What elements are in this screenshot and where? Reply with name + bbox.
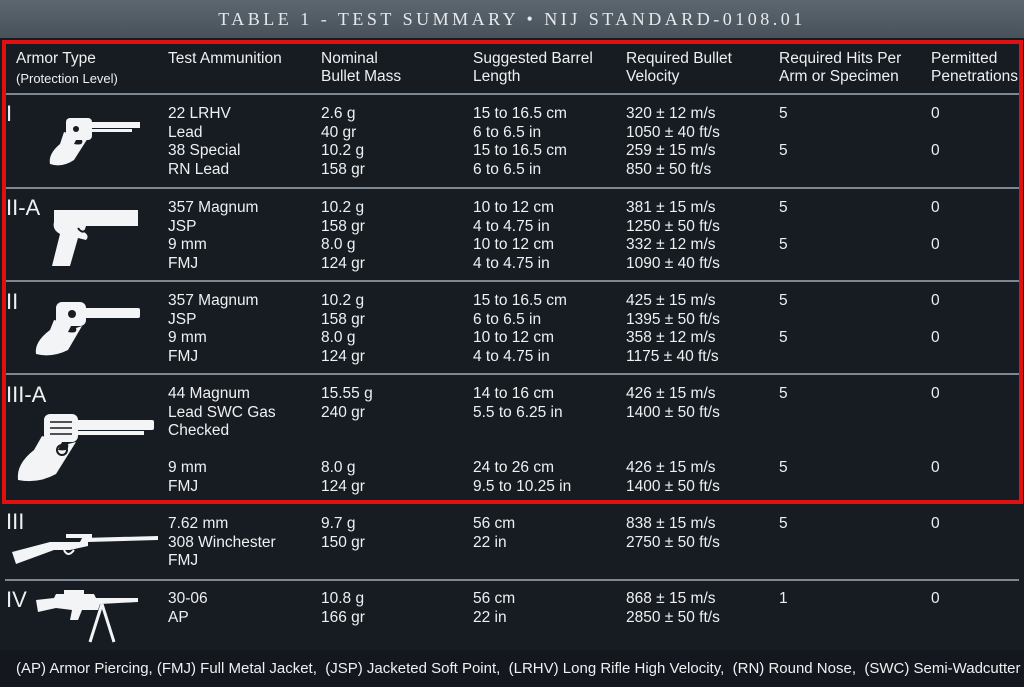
penetrations-cell: 0 [931,515,940,532]
ammo-cell: 357 Magnum JSP 9 mm FMJ [168,292,259,365]
rifle-icon [12,534,158,564]
barrel-cell: 15 to 16.5 cm 6 to 6.5 in 10 to 12 cm 4 … [473,292,567,365]
protection-level: IV [6,587,27,612]
velocity-cell: 426 ± 15 m/s 1400 ± 50 ft/s 426 ± 15 m/s… [626,385,720,495]
barrel-cell: 14 to 16 cm 5.5 to 6.25 in 24 to 26 cm 9… [473,385,572,495]
barrel-cell: 56 cm 22 in [473,590,516,626]
hits-cell: 5 5 [779,199,788,254]
penetrations-cell: 0 0 [931,199,940,254]
row-separator [5,187,1019,189]
protection-level: III [6,509,25,534]
pistol-icon [52,210,138,266]
penetrations-cell: 0 0 [931,105,940,160]
velocity-cell: 381 ± 15 m/s 1250 ± 50 ft/s 332 ± 12 m/s… [626,199,720,272]
magnum-revolver-icon [17,414,154,482]
protection-level: I [6,101,13,126]
row-separator [5,500,1019,502]
header-pen-2: Penetrations [931,68,1019,85]
velocity-cell: 838 ± 15 m/s 2750 ± 50 ft/s [626,515,720,551]
row-separator [5,373,1019,375]
ammo-cell: 7.62 mm 308 Winchester FMJ [168,515,276,570]
penetrations-cell: 0 [931,590,940,607]
row-separator [5,280,1019,282]
mass-cell: 10.8 g 166 gr [321,590,365,626]
header-hits-2: Arm or Specimen [779,68,899,85]
mass-cell: 15.55 g 240 gr 8.0 g 124 gr [321,385,373,495]
header-pen-1: Permitted [931,50,998,67]
revolver-icon [35,302,140,356]
header-velocity-2: Velocity [626,68,680,85]
hits-cell: 5 5 [779,292,788,347]
abbreviations-footnote: (AP) Armor Piercing, (FMJ) Full Metal Ja… [16,660,1021,677]
velocity-cell: 425 ± 15 m/s 1395 ± 50 ft/s 358 ± 12 m/s… [626,292,720,365]
hits-cell: 5 [779,515,788,532]
ammo-cell: 44 Magnum Lead SWC Gas Checked 9 mm FMJ [168,385,276,495]
header-mass-1: Nominal [321,50,378,67]
row-separator [5,93,1019,95]
ammo-cell: 22 LRHV Lead 38 Special RN Lead [168,105,241,178]
row-separator [5,579,1019,581]
hits-cell: 5 5 [779,105,788,160]
header-mass-2: Bullet Mass [321,68,402,85]
header-barrel-2: Length [473,68,521,85]
velocity-cell: 320 ± 12 m/s 1050 ± 40 ft/s 259 ± 15 m/s… [626,105,720,178]
ammo-cell: 357 Magnum JSP 9 mm FMJ [168,199,259,272]
penetrations-cell: 0 0 [931,385,940,477]
mass-cell: 10.2 g 158 gr 8.0 g 124 gr [321,199,365,272]
barrel-cell: 10 to 12 cm 4 to 4.75 in 10 to 12 cm 4 t… [473,199,554,272]
test-summary-table [0,38,1024,650]
velocity-cell: 868 ± 15 m/s 2850 ± 50 ft/s [626,590,720,626]
revolver-icon [49,118,140,166]
header-velocity-1: Required Bullet [626,50,732,67]
header-ammo: Test Ammunition [168,50,282,67]
header-hits-1: Required Hits Per [779,50,902,67]
barrel-cell: 15 to 16.5 cm 6 to 6.5 in 15 to 16.5 cm … [473,105,567,178]
protection-level: II-A [6,195,41,220]
protection-level: II [6,289,19,314]
table-title: TABLE 1 - TEST SUMMARY • NIJ STANDARD-01… [0,0,1024,38]
protection-level: III-A [6,382,47,407]
barrel-cell: 56 cm 22 in [473,515,516,551]
ammo-cell: 30-06 AP [168,590,208,626]
hits-cell: 5 5 [779,385,788,477]
assault-rifle-icon [36,590,138,643]
header-armor-type: Armor Type [16,50,96,67]
mass-cell: 10.2 g 158 gr 8.0 g 124 gr [321,292,365,365]
hits-cell: 1 [779,590,788,607]
penetrations-cell: 0 0 [931,292,940,347]
header-barrel-1: Suggested Barrel [473,50,593,67]
mass-cell: 2.6 g 40 gr 10.2 g 158 gr [321,105,365,178]
header-armor-type-sub: (Protection Level) [16,71,118,86]
mass-cell: 9.7 g 150 gr [321,515,365,551]
